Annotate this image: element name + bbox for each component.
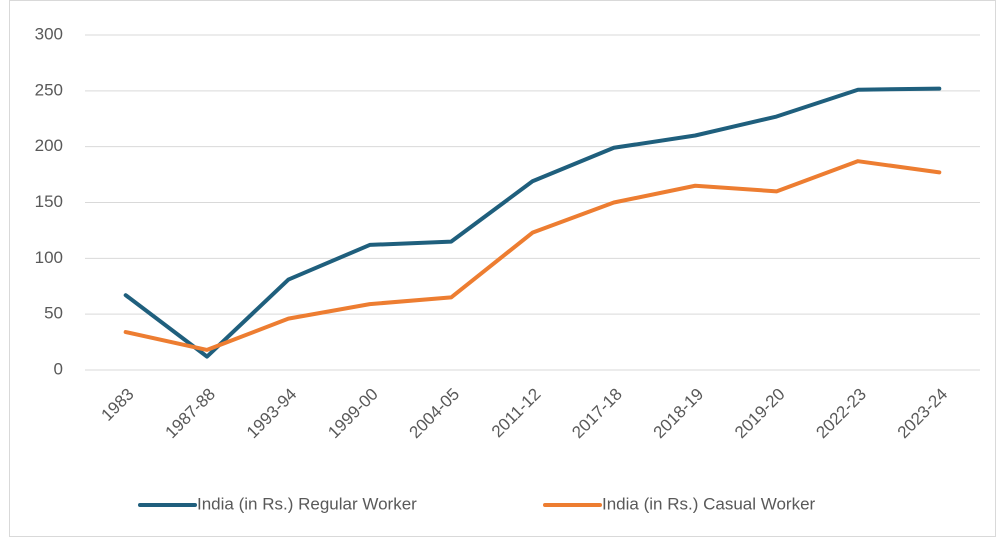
chart-frame bbox=[9, 0, 996, 537]
y-tick-label: 300 bbox=[35, 24, 63, 43]
y-tick-label: 100 bbox=[35, 248, 63, 267]
series-line bbox=[123, 159, 942, 352]
y-tick-label: 50 bbox=[44, 304, 63, 323]
y-tick-label: 250 bbox=[35, 80, 63, 99]
series-line bbox=[123, 86, 942, 359]
y-tick-label: 150 bbox=[35, 192, 63, 211]
legend-label: India (in Rs.) Casual Worker bbox=[602, 494, 816, 513]
legend-label: India (in Rs.) Regular Worker bbox=[197, 494, 417, 513]
y-tick-label: 0 bbox=[54, 359, 63, 378]
y-tick-label: 200 bbox=[35, 136, 63, 155]
